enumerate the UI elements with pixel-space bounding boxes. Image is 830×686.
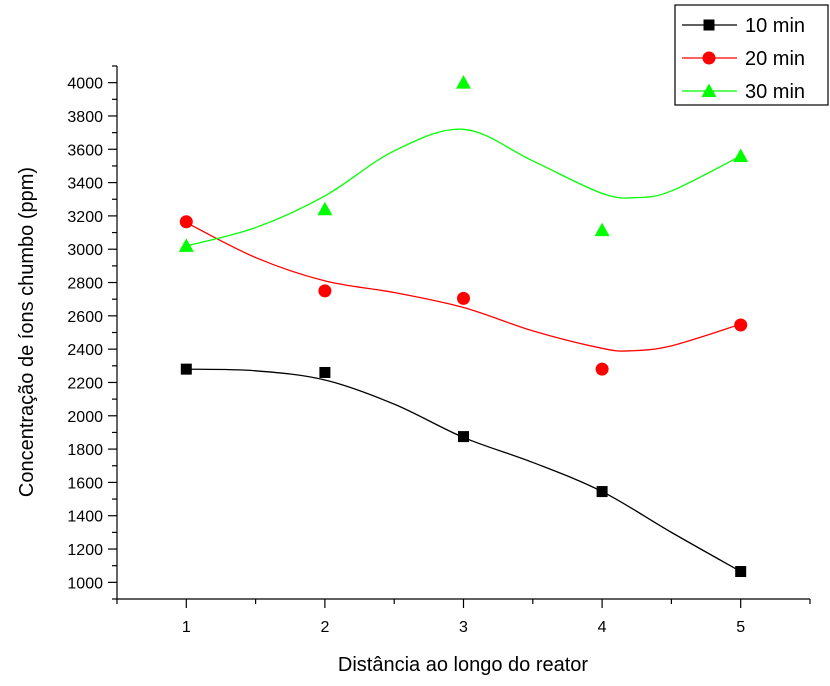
data-point-10-min: [319, 366, 331, 378]
data-point-10-min: [735, 566, 747, 578]
data-markers: [178, 75, 749, 578]
y-tick-label: 1600: [67, 475, 103, 492]
legend-box: [674, 4, 829, 106]
fit-line-20-min: [186, 221, 741, 352]
axes: [116, 66, 810, 600]
legend-label-20-min: 20 min: [745, 48, 805, 70]
fit-lines: [186, 128, 742, 573]
legend-marker-30-min: [701, 83, 717, 97]
y-tick-label: 2800: [67, 276, 103, 293]
legend-marker-10-min: [703, 19, 715, 31]
legend-label-30-min: 30 min: [745, 81, 805, 103]
data-point-10-min: [596, 486, 608, 498]
legend-marker-20-min: [702, 51, 716, 65]
data-point-20-min: [734, 318, 748, 332]
data-point-20-min: [179, 215, 193, 229]
x-tick-label: 4: [598, 619, 607, 636]
data-point-20-min: [457, 291, 470, 305]
x-axis-label: Distância ao longo do reator: [338, 654, 588, 676]
x-tick-label: 5: [736, 619, 745, 636]
data-point-10-min: [180, 363, 192, 375]
y-tick-label: 2600: [67, 309, 103, 326]
y-tick-label: 3000: [67, 242, 103, 259]
data-point-20-min: [318, 284, 332, 298]
ticks: [108, 65, 811, 608]
y-tick-label: 4000: [67, 76, 103, 93]
data-point-30-min: [317, 201, 333, 216]
x-tick-label: 1: [182, 619, 191, 636]
y-tick-label: 3600: [67, 142, 103, 159]
x-tick-label: 2: [320, 619, 329, 636]
y-tick-label: 1400: [67, 509, 103, 526]
data-point-10-min: [458, 431, 469, 443]
tick-labels: 1 2 3 4 5 1000 1200 1400 1600 1800 2000 2200 2400 260…: [67, 76, 745, 636]
x-tick-label: 3: [459, 619, 468, 636]
y-tick-label: 1800: [67, 442, 103, 459]
y-tick-label: 2400: [67, 342, 103, 359]
data-point-30-min: [456, 75, 471, 89]
y-tick-label: 2200: [67, 375, 103, 392]
fit-line-30-min: [186, 128, 741, 247]
y-tick-label: 3200: [67, 209, 103, 226]
fit-line-10-min: [186, 368, 742, 573]
legend-label-10-min: 10 min: [745, 15, 805, 37]
y-tick-label: 3800: [67, 109, 103, 126]
y-tick-label: 1200: [67, 542, 103, 559]
legend: 10 min 20 min 30 min: [674, 4, 829, 106]
y-tick-label: 3400: [67, 176, 103, 193]
y-axis-label: Concentração de íons chumbo (ppm): [16, 167, 38, 497]
y-tick-label: 1000: [67, 575, 103, 592]
y-tick-label: 2000: [67, 409, 103, 426]
data-point-30-min: [178, 238, 194, 252]
data-point-20-min: [595, 362, 609, 376]
data-point-30-min: [594, 222, 610, 237]
data-point-30-min: [733, 148, 749, 162]
